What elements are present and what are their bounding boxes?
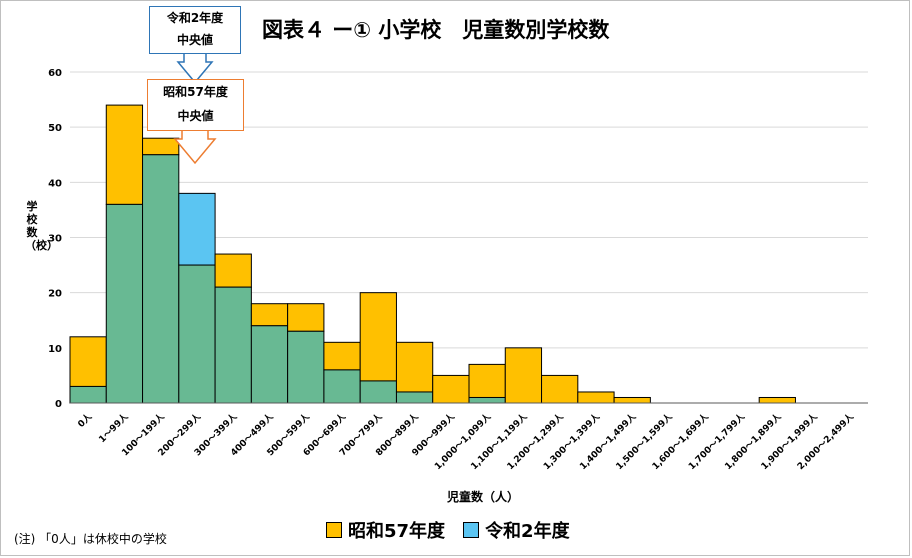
bar-overlap xyxy=(468,396,506,404)
bar-s57-excess xyxy=(250,303,289,327)
y-tick-label: 50 xyxy=(48,123,62,134)
legend-swatch-s57 xyxy=(326,522,342,538)
bar-s57-excess xyxy=(323,341,361,371)
bar-s57-excess xyxy=(395,341,434,393)
callout-r2-line2: 中央値 xyxy=(176,33,213,47)
bar-overlap xyxy=(142,154,180,404)
y-tick-label: 10 xyxy=(48,344,62,355)
x-axis-label: 児童数（人） xyxy=(447,490,520,504)
legend-label-s57: 昭和57年度 xyxy=(348,521,446,542)
y-tick-labels: 0 10 20 30 40 50 60 xyxy=(48,68,62,410)
x-tick-label: 2,000～2,499人 xyxy=(795,410,857,472)
legend: 昭和57年度 令和2年度 xyxy=(326,517,588,543)
bar-s57-excess xyxy=(142,137,180,156)
callout-s57-median: 昭和57年度 中央値 xyxy=(147,79,244,131)
bar-overlap xyxy=(359,380,397,404)
bar-s57-excess xyxy=(758,396,796,404)
legend-item-r2: 令和2年度 xyxy=(463,517,570,543)
callout-r2-median: 令和2年度 中央値 xyxy=(149,6,241,54)
bar-overlap xyxy=(287,330,325,404)
chart-title: 図表４ ー① 小学校 児童数別学校数 xyxy=(262,18,610,42)
legend-label-r2: 令和2年度 xyxy=(485,521,570,542)
legend-swatch-r2 xyxy=(463,522,480,538)
bars xyxy=(69,104,796,404)
callout-r2-arrow xyxy=(176,51,214,84)
bar-overlap xyxy=(178,264,216,404)
callout-s57-line1: 昭和57年度 xyxy=(163,85,228,99)
callout-arrows xyxy=(173,51,217,165)
callout-s57-arrow xyxy=(173,128,217,165)
callout-s57-line2: 中央値 xyxy=(177,109,214,123)
y-tick-label: 0 xyxy=(55,399,62,410)
x-tick-label: 0人 xyxy=(75,410,95,430)
bar-s57-excess xyxy=(287,303,325,332)
y-tick-label: 30 xyxy=(48,234,62,245)
bar-overlap xyxy=(323,369,361,404)
y-tick-label: 40 xyxy=(48,178,62,189)
bar-s57-excess xyxy=(577,391,615,404)
y-axis-label: 学校数（校） xyxy=(25,200,58,252)
bar-s57-excess xyxy=(359,292,397,382)
bar-r2-excess xyxy=(178,192,216,266)
bar-s57-excess xyxy=(214,253,252,288)
bar-s57-excess xyxy=(432,374,470,404)
bar-s57-excess xyxy=(541,374,579,404)
bar-s57-excess xyxy=(69,336,107,387)
legend-item-s57: 昭和57年度 xyxy=(326,517,445,543)
bar-overlap xyxy=(395,391,434,404)
bar-overlap xyxy=(214,286,252,404)
bar-overlap xyxy=(250,325,289,404)
bar-overlap xyxy=(69,385,107,404)
y-tick-label: 60 xyxy=(48,68,62,79)
x-tick-label: 1～99人 xyxy=(96,410,131,445)
bar-s57-excess xyxy=(613,396,651,404)
x-tick-labels: 0人 1～99人100～199人200～299人300～399人400～499人5… xyxy=(75,410,857,472)
bar-overlap xyxy=(105,203,144,404)
bar-s57-excess xyxy=(468,363,506,398)
callout-r2-line1: 令和2年度 xyxy=(166,11,224,25)
bar-s57-excess xyxy=(504,347,543,404)
footnote: (注) 「0人」は休校中の学校 xyxy=(14,532,167,546)
bar-s57-excess xyxy=(105,104,144,205)
y-tick-label: 20 xyxy=(48,289,62,300)
